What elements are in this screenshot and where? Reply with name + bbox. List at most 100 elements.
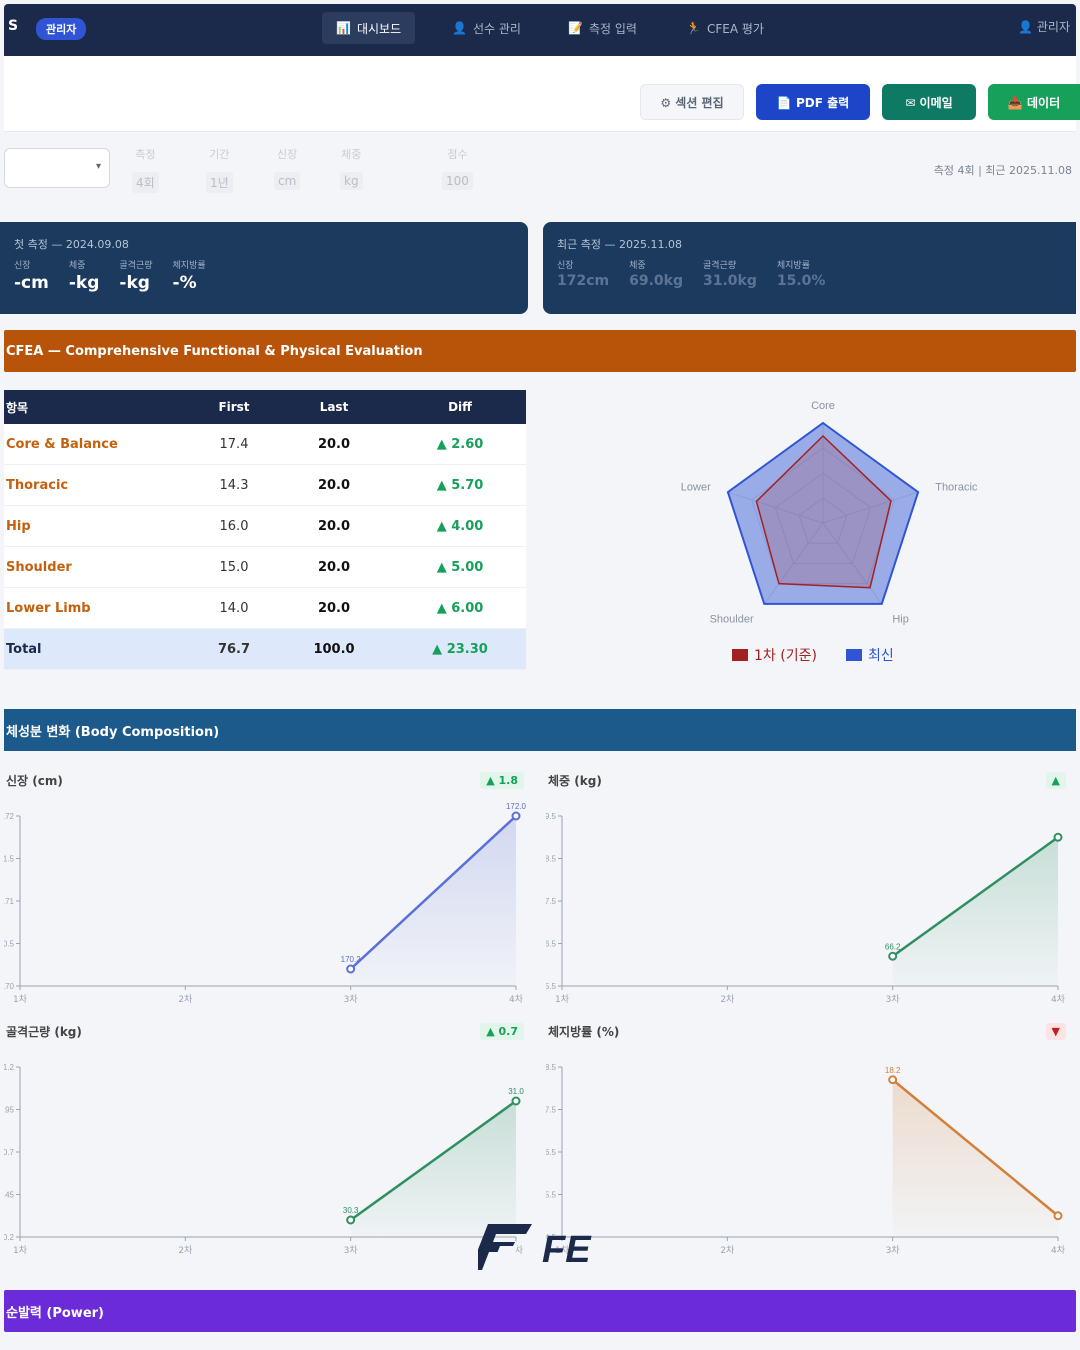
card-label: 체중 <box>629 261 646 271</box>
stat-value: 100 <box>442 172 473 190</box>
tab-label: CFEA 평가 <box>706 21 764 36</box>
chart-title: 신장 (cm) <box>6 774 63 788</box>
card-label: 골격근량 <box>703 261 737 271</box>
card-title: 최근 측정 — 2025.11.08 <box>557 238 682 251</box>
row-last: 20.0 <box>317 436 351 452</box>
card-value: -kg <box>68 273 100 293</box>
stat-value: 1년 <box>206 172 233 193</box>
x-tick-label: 3차 <box>344 1244 359 1256</box>
row-name: Lower Limb <box>6 600 91 616</box>
y-tick-label: 17.5 <box>546 1106 557 1115</box>
row-diff: ▲ 4.00 <box>436 518 484 534</box>
x-tick-label: 2차 <box>178 993 193 1005</box>
row-diff: ▲ 5.00 <box>436 559 484 575</box>
edit-sections-button[interactable]: ⚙ 섹션 편집 <box>640 84 744 120</box>
radar-series-first <box>755 434 892 589</box>
chart-icon: 📊 <box>336 21 351 35</box>
stat-value: kg <box>340 172 363 190</box>
stat-value: 4회 <box>132 172 159 193</box>
y-tick-label: 65.5 <box>546 982 557 991</box>
y-tick-label: 170 <box>4 982 15 991</box>
row-first: 16.0 <box>219 518 249 534</box>
row-name: Thoracic <box>6 477 69 493</box>
user-menu[interactable]: 👤 관리자 <box>1018 20 1070 34</box>
row-diff: ▲ 6.00 <box>436 600 484 616</box>
series-line <box>891 1078 1059 1217</box>
series-area <box>350 816 516 986</box>
legend-last-label: 최신 <box>868 648 894 664</box>
y-tick-label: 30.45 <box>4 1191 15 1200</box>
stat-label: 체중 <box>341 148 362 161</box>
table-row: Thoracic 14.3 20.0 ▲ 5.70 <box>4 465 526 506</box>
row-last: 20.0 <box>317 559 351 575</box>
series-line <box>891 836 1059 958</box>
radar-grid <box>798 497 848 544</box>
power-section-header: 순발력 (Power) <box>4 1290 1076 1332</box>
stat-label: 점수 <box>447 148 468 161</box>
chevron-down-icon: ▾ <box>95 161 101 172</box>
table-total-row: Total 76.7 100.0 ▲ 23.30 <box>4 629 526 670</box>
radar-grid <box>774 472 872 564</box>
row-name: Shoulder <box>6 559 72 575</box>
radar-axis-label: Lower <box>681 482 711 494</box>
data-point <box>1053 1211 1063 1221</box>
top-nav: S 관리자 📊 대시보드 👤 선수 관리 📝 측정 입력 🏃 CFEA 평가 👤… <box>4 4 1076 56</box>
data-point <box>1053 832 1063 842</box>
data-label: 170.2 <box>341 955 362 964</box>
x-tick-label: 3차 <box>344 993 359 1005</box>
header-diff: Diff <box>448 400 472 414</box>
stat-label: 기간 <box>209 148 230 161</box>
tab-label: 측정 입력 <box>588 21 637 36</box>
x-tick-label: 3차 <box>886 993 901 1005</box>
radar-spoke <box>727 491 824 524</box>
y-tick-label: 14.5 <box>546 1233 557 1242</box>
x-tick-label: 2차 <box>720 993 735 1005</box>
y-tick-label: 69.5 <box>546 812 557 821</box>
row-name: Core & Balance <box>6 436 118 452</box>
pdf-export-button[interactable]: 📄 PDF 출력 <box>756 84 870 120</box>
email-button[interactable]: ✉ 이메일 <box>882 84 976 120</box>
card-label: 체지방률 <box>776 261 810 271</box>
y-tick-label: 31.2 <box>4 1063 15 1072</box>
y-tick-label: 15.5 <box>546 1191 557 1200</box>
y-tick-label: 16.5 <box>546 1148 557 1157</box>
data-point <box>346 1215 356 1225</box>
action-bar: ⚙ 섹션 편집 📄 PDF 출력 ✉ 이메일 📥 데이터 <box>4 56 1080 132</box>
y-tick-label: 66.5 <box>546 940 557 949</box>
stat-label: 측정 <box>135 148 156 161</box>
stat-item: 신장 cm <box>274 146 301 190</box>
row-name: Hip <box>6 518 31 534</box>
table-row: Core & Balance 17.4 20.0 ▲ 2.60 <box>4 424 526 465</box>
fe-logo: FE <box>478 1224 592 1271</box>
cfea-radar-chart: Core Thoracic Hip Shoulder Lower 1차 (기준) 최신 <box>681 400 978 664</box>
card-title: 첫 측정 — 2024.09.08 <box>14 238 129 251</box>
y-tick-label: 67.5 <box>546 897 557 906</box>
total-first: 76.7 <box>217 641 251 657</box>
card-label: 체중 <box>68 261 86 271</box>
stat-item: 측정 4회 <box>132 146 159 193</box>
data-point <box>511 811 521 821</box>
row-first: 17.4 <box>219 436 249 452</box>
filter-row: ▾ 측정 4회 기간 1년 신장 cm 체중 kg 점수 100 측정 4회 |… <box>4 140 1076 200</box>
legend-first-swatch <box>732 649 748 661</box>
tab-measure-input[interactable]: 📝 측정 입력 <box>554 12 651 44</box>
y-tick-label: 18.5 <box>546 1063 557 1072</box>
body-section-header: 체성분 변화 (Body Composition) <box>4 709 1076 751</box>
x-tick-label: 1차 <box>555 1244 570 1256</box>
card-value: -% <box>172 273 197 293</box>
stat-label: 신장 <box>277 148 298 161</box>
player-select[interactable]: ▾ <box>4 148 110 188</box>
table-row: Lower Limb 14.0 20.0 ▲ 6.00 <box>4 588 526 629</box>
row-first: 15.0 <box>219 559 249 575</box>
tab-players[interactable]: 👤 선수 관리 <box>438 12 535 44</box>
tab-cfea[interactable]: 🏃 CFEA 평가 <box>672 12 778 44</box>
header-item: 항목 <box>6 400 29 415</box>
data-export-button[interactable]: 📥 데이터 <box>988 84 1080 120</box>
card-value: -kg <box>119 273 150 293</box>
data-label: 31.0 <box>508 1087 524 1096</box>
y-tick-label: 172 <box>4 812 15 821</box>
data-label: 172.0 <box>506 802 527 811</box>
tab-dashboard[interactable]: 📊 대시보드 <box>322 12 416 44</box>
x-tick-label: 4차 <box>509 993 524 1005</box>
x-tick-label: 2차 <box>720 1244 735 1256</box>
